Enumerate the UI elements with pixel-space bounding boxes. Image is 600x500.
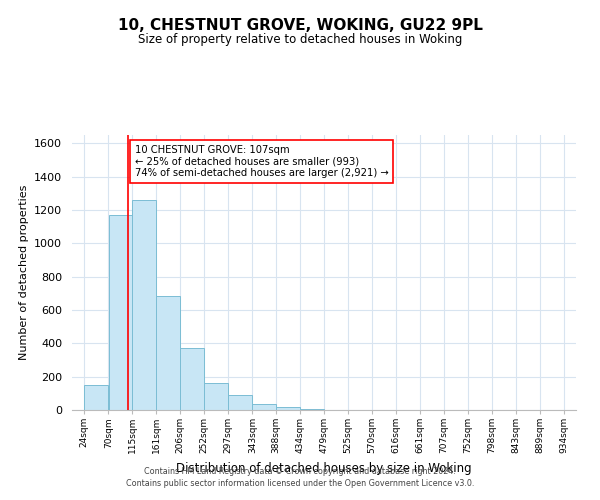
Bar (253, 404, 276, 410)
Bar (276, 406, 299, 410)
X-axis label: Distribution of detached houses by size in Woking: Distribution of detached houses by size … (176, 462, 472, 474)
Text: 10 CHESTNUT GROVE: 107sqm
← 25% of detached houses are smaller (993)
74% of semi: 10 CHESTNUT GROVE: 107sqm ← 25% of detac… (135, 145, 388, 178)
Bar (205, 384, 228, 410)
Bar (157, 296, 180, 410)
Bar (301, 409, 324, 410)
Bar (109, 215, 132, 410)
Text: Size of property relative to detached houses in Woking: Size of property relative to detached ho… (138, 32, 462, 46)
Bar (228, 395, 251, 410)
Text: Contains HM Land Registry data © Crown copyright and database right 2024.
Contai: Contains HM Land Registry data © Crown c… (126, 466, 474, 487)
Y-axis label: Number of detached properties: Number of detached properties (19, 185, 29, 360)
Bar (132, 200, 155, 410)
Bar (84, 385, 108, 410)
Bar (180, 348, 203, 410)
Text: 10, CHESTNUT GROVE, WOKING, GU22 9PL: 10, CHESTNUT GROVE, WOKING, GU22 9PL (118, 18, 482, 32)
